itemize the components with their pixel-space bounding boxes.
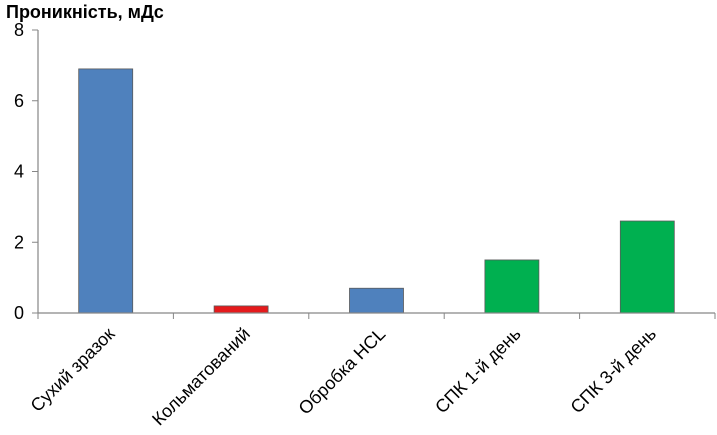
y-tick-label: 4 xyxy=(14,162,24,182)
y-axis-label: Проникність, мДс xyxy=(6,2,164,22)
bar-3 xyxy=(349,287,404,314)
x-category-label: СПК 1-й день xyxy=(431,324,525,418)
bar-1 xyxy=(78,68,134,314)
bar-2 xyxy=(213,305,269,314)
x-category-label: Сухий зразок xyxy=(27,324,119,416)
y-tick-label: 2 xyxy=(14,232,24,252)
y-tick-label: 8 xyxy=(14,20,24,40)
x-category-label: Обробка HCL xyxy=(295,324,390,419)
y-tick-label: 6 xyxy=(14,91,24,111)
y-tick-label: 0 xyxy=(14,303,24,323)
bar-5 xyxy=(619,220,675,314)
x-category-label: Кольматований xyxy=(148,324,254,430)
bar-4 xyxy=(484,259,540,314)
x-category-label: СПК 3-й день xyxy=(567,324,661,418)
